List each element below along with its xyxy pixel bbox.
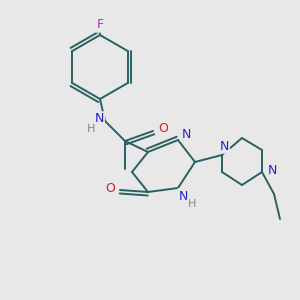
Text: N: N: [178, 190, 188, 202]
Text: H: H: [188, 199, 196, 209]
Text: O: O: [105, 182, 115, 194]
Text: F: F: [96, 19, 103, 32]
Text: H: H: [87, 124, 95, 134]
Text: N: N: [219, 140, 229, 152]
Text: N: N: [267, 164, 277, 176]
Text: O: O: [158, 122, 168, 136]
Text: N: N: [94, 112, 104, 125]
Text: N: N: [181, 128, 191, 140]
